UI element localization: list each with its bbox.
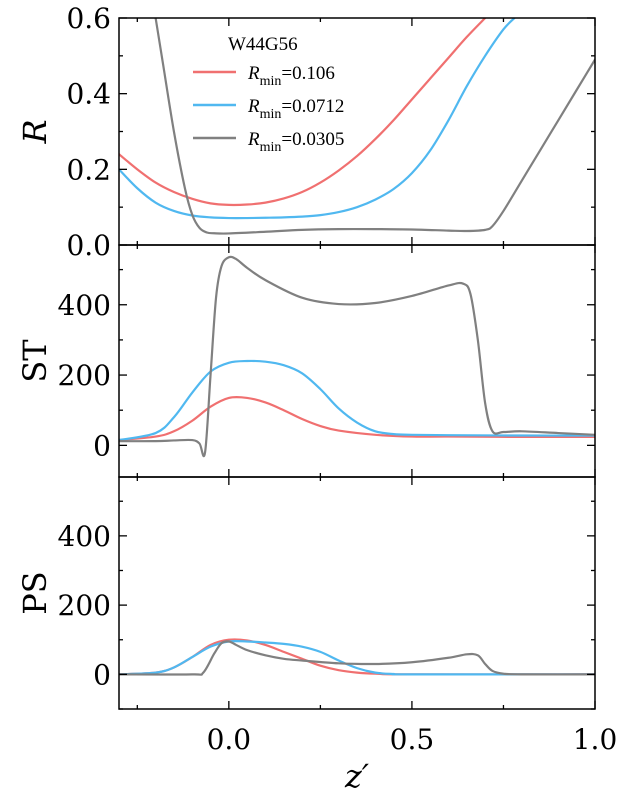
y-tick-label: 400 [58,289,111,322]
legend: W44G56 Rmin=0.106 Rmin=0.0712 Rmin=0.0305 [193,34,344,155]
y-axis-label: ST [16,339,54,383]
y-axis-label: R [16,119,54,144]
series-line-2 [119,359,595,442]
series-line-1 [119,395,595,442]
y-tick-label: 0 [93,658,111,691]
series-line-3 [154,18,595,235]
series-line-2 [119,18,516,220]
x-tick-label: 0.0 [207,723,252,756]
series-line-1 [119,18,487,207]
y-axis-label: PS [16,571,54,614]
x-tick-label: 0.5 [390,723,435,756]
legend-title: W44G56 [228,34,298,55]
series-line-2 [119,639,595,676]
series-group [119,18,595,235]
series-line-3 [119,640,595,676]
legend-entry: Rmin=0.106 [247,63,335,89]
y-tick-label: 0.0 [66,229,111,262]
x-axis-label: z′ [344,757,370,794]
y-tick-label: 200 [58,589,111,622]
y-tick-label: 0.2 [66,153,111,186]
y-tick-label: 0.4 [66,78,111,111]
series-line-3 [119,255,595,458]
plot-frame [118,244,596,478]
legend-entry: Rmin=0.0305 [247,129,344,155]
y-tick-label: 0.6 [66,2,111,35]
legend-entry: Rmin=0.0712 [247,96,344,122]
y-tick-label: 0 [93,429,111,462]
series-group [119,638,595,676]
plot-frame [118,476,596,710]
y-tick-label: 400 [58,520,111,553]
series-group [119,255,595,458]
x-tick-label: 1.0 [573,723,618,756]
y-tick-label: 200 [58,359,111,392]
panel-r: 0.0 0.2 0.4 0.6 R W44G56 Rmin=0.106 Rmin=0.0712… [16,2,596,262]
